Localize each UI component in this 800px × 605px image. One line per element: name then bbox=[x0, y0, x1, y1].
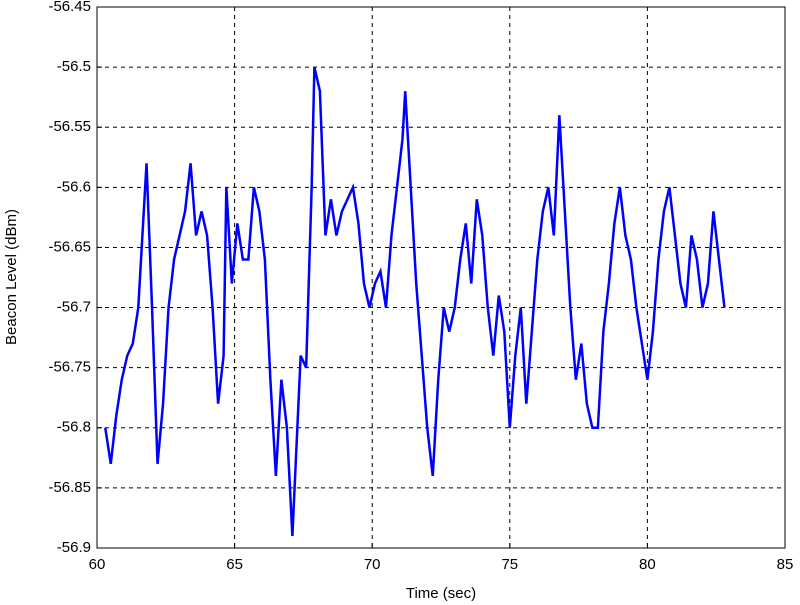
plot-frame bbox=[96, 6, 786, 549]
y-tick-label: -56.45 bbox=[48, 0, 91, 15]
y-axis-label: Beacon Level (dBm) bbox=[3, 209, 20, 345]
y-tick-label: -56.85 bbox=[48, 479, 91, 496]
x-tick-label: 80 bbox=[639, 556, 656, 573]
x-tick-label: 85 bbox=[777, 556, 794, 573]
y-tick-label: -56.75 bbox=[48, 359, 91, 376]
y-tick-label: -56.55 bbox=[48, 118, 91, 135]
y-tick-label: -56.7 bbox=[57, 299, 91, 316]
x-axis-label: Time (sec) bbox=[406, 585, 476, 602]
y-tick-label: -56.9 bbox=[57, 539, 91, 556]
x-tick-label: 70 bbox=[364, 556, 381, 573]
x-tick-label: 60 bbox=[89, 556, 106, 573]
x-tick-label: 75 bbox=[501, 556, 518, 573]
y-tick-label: -56.6 bbox=[57, 178, 91, 195]
y-tick-label: -56.8 bbox=[57, 419, 91, 436]
y-tick-label: -56.5 bbox=[57, 58, 91, 75]
data-line bbox=[104, 66, 726, 537]
x-tick-label: 65 bbox=[226, 556, 243, 573]
y-tick-label: -56.65 bbox=[48, 238, 91, 255]
